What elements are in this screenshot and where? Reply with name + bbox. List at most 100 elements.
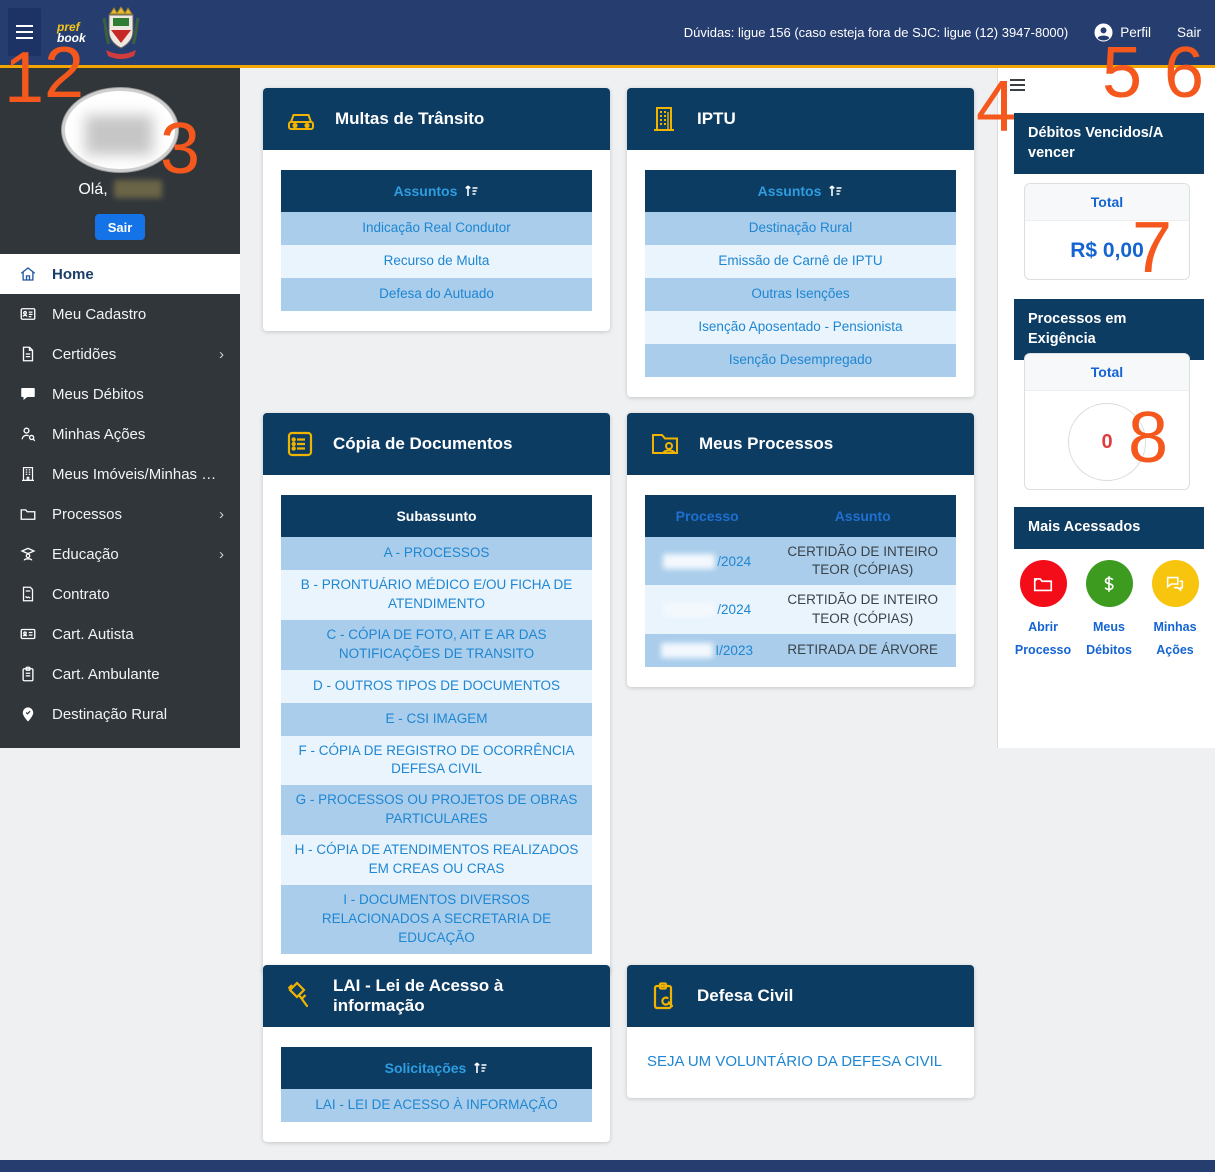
quick-label: Meus Débitos — [1086, 620, 1132, 657]
building-icon — [647, 102, 681, 136]
assunto-row[interactable]: Defesa do Autuado — [281, 278, 592, 311]
processo-number-link[interactable]: I/2023 — [645, 634, 769, 667]
processo-row: I/2023 RETIRADA DE ÁRVORE — [645, 633, 956, 667]
column-label: Subassunto — [396, 508, 477, 524]
chat-bubbles-icon — [1151, 560, 1199, 607]
processo-number-link[interactable]: /2024 — [645, 585, 769, 633]
card-icon — [18, 625, 38, 643]
card-body: Processo Assunto /2024 CERTIDÃO DE INTEI… — [627, 475, 974, 687]
avatar-blurred-photo — [85, 115, 153, 155]
subassunto-row[interactable]: I - DOCUMENTOS DIVERSOS RELACIONADOS A S… — [281, 884, 592, 954]
mais-acessados-header: Mais Acessados — [1014, 507, 1204, 549]
processo-row: /2024 CERTIDÃO DE INTEIRO TEOR (CÓPIAS) — [645, 585, 956, 634]
greeting-text: Olá, — [0, 180, 240, 199]
defesa-civil-volunteer-link[interactable]: SEJA UM VOLUNTÁRIO DA DEFESA CIVIL — [647, 1053, 943, 1070]
subassunto-row[interactable]: E - CSI IMAGEM — [281, 702, 592, 736]
sidebar-item-meu-cadastro[interactable]: Meu Cadastro — [0, 294, 240, 334]
column-header-assuntos[interactable]: Assuntos — [281, 170, 592, 212]
topbar-sair-button[interactable]: Sair — [1176, 25, 1201, 40]
person-search-icon — [18, 425, 38, 443]
card-meus-processos: Meus Processos Processo Assunto /2024 CE… — [627, 413, 974, 687]
debitos-header: Débitos Vencidos/A vencer — [1014, 113, 1204, 175]
card-body: Assuntos Destinação Rural Emissão de Car… — [627, 150, 974, 397]
sidebar-item-meus-imoveis[interactable]: Meus Imóveis/Minhas Empr... — [0, 454, 240, 494]
menu-toggle-button[interactable] — [8, 8, 41, 56]
assunto-row[interactable]: Isenção Desempregado — [645, 344, 956, 377]
sidebar-item-certidoes[interactable]: Certidões › — [0, 334, 240, 374]
processo-row: /2024 CERTIDÃO DE INTEIRO TEOR (CÓPIAS) — [645, 537, 956, 586]
chevron-right-icon: › — [219, 345, 224, 363]
processo-number-blurred — [661, 642, 714, 658]
card-header: Cópia de Documentos — [263, 413, 610, 475]
topbar: pref book Dúvidas: ligue 156 (caso estej… — [0, 0, 1215, 65]
sidebar-sair-button[interactable]: Sair — [95, 214, 145, 240]
perfil-label: Perfil — [1120, 25, 1151, 40]
exigencia-header: Processos em Exigência — [1014, 299, 1204, 361]
subassunto-row[interactable]: G - PROCESSOS OU PROJETOS DE OBRAS PARTI… — [281, 785, 592, 836]
solicitacao-row[interactable]: LAI - LEI DE ACESSO À INFORMAÇÃO — [281, 1089, 592, 1122]
footer-bar — [0, 1160, 1215, 1172]
sidebar-item-label: Home — [52, 265, 94, 283]
processo-number-blurred — [663, 602, 716, 618]
subassunto-row[interactable]: C - CÓPIA DE FOTO, AIT E AR DAS NOTIFICA… — [281, 619, 592, 670]
sidebar-item-label: Cart. Ambulante — [52, 665, 160, 683]
card-title: Cópia de Documentos — [333, 434, 513, 453]
quick-abrir-processo[interactable]: Abrir Processo — [1014, 560, 1072, 661]
sidebar-item-label: Meus Imóveis/Minhas Empr... — [52, 465, 224, 483]
subassunto-row[interactable]: B - PRONTUÁRIO MÉDICO E/OU FICHA DE ATEN… — [281, 570, 592, 620]
topbar-right-group: Dúvidas: ligue 156 (caso esteja fora de … — [684, 0, 1201, 65]
processo-assunto: CERTIDÃO DE INTEIRO TEOR (CÓPIAS) — [787, 592, 938, 626]
column-header-assuntos[interactable]: Assuntos — [645, 170, 956, 212]
panel-menu-icon[interactable] — [1010, 79, 1025, 91]
building-icon — [18, 465, 38, 483]
sidebar-item-label: Contrato — [52, 585, 110, 603]
quick-label: Minhas Ações — [1153, 620, 1197, 657]
folder-icon — [18, 505, 38, 523]
assunto-row[interactable]: Indicação Real Condutor — [281, 212, 592, 245]
sidebar-item-label: Educação — [52, 545, 119, 563]
sidebar-item-label: Certidões — [52, 345, 117, 363]
sidebar-item-destinacao-rural[interactable]: Destinação Rural — [0, 694, 240, 734]
sidebar-item-processos[interactable]: Processos › — [0, 494, 240, 534]
processo-number-link[interactable]: /2024 — [645, 537, 769, 585]
exigencia-total-card: Total 0 — [1024, 353, 1190, 490]
sidebar-item-minhas-acoes[interactable]: Minhas Ações — [0, 414, 240, 454]
subassunto-row[interactable]: F - CÓPIA DE REGISTRO DE OCORRÊNCIA DEFE… — [281, 735, 592, 786]
card-iptu: IPTU Assuntos Destinação Rural Emissão d… — [627, 88, 974, 397]
sidebar-item-label: Meu Cadastro — [52, 305, 147, 323]
sidebar-item-contrato[interactable]: Contrato — [0, 574, 240, 614]
quick-meus-debitos[interactable]: Meus Débitos — [1080, 560, 1138, 661]
perfil-button[interactable]: Perfil — [1094, 23, 1151, 42]
dollar-icon — [1085, 560, 1133, 607]
card-body: Subassunto A - PROCESSOS B - PRONTUÁRIO … — [263, 475, 610, 974]
assunto-row[interactable]: Outras Isenções — [645, 278, 956, 311]
column-header-assunto[interactable]: Assunto — [834, 508, 891, 524]
id-card-icon — [18, 305, 38, 323]
processo-year: /2024 — [717, 553, 752, 569]
help-phone-text: Dúvidas: ligue 156 (caso esteja fora de … — [683, 25, 1069, 40]
quick-label: Abrir Processo — [1014, 620, 1072, 657]
user-name-blurred — [113, 180, 162, 198]
subassunto-row[interactable]: D - OUTROS TIPOS DE DOCUMENTOS — [281, 669, 592, 703]
sidebar-item-cart-ambulante[interactable]: Cart. Ambulante — [0, 654, 240, 694]
card-header: IPTU — [627, 88, 974, 150]
sidebar-item-home[interactable]: Home — [0, 254, 240, 294]
sidebar-item-meus-debitos[interactable]: Meus Débitos — [0, 374, 240, 414]
city-coat-of-arms — [102, 6, 140, 59]
assunto-row[interactable]: Emissão de Carnê de IPTU — [645, 245, 956, 278]
sidebar-item-cart-autista[interactable]: Cart. Autista — [0, 614, 240, 654]
column-header-processo[interactable]: Processo — [675, 508, 739, 524]
subassunto-row[interactable]: H - CÓPIA DE ATENDIMENTOS REALIZADOS EM … — [281, 835, 592, 885]
gold-divider — [0, 65, 1215, 68]
card-copia-de-documentos: Cópia de Documentos Subassunto A - PROCE… — [263, 413, 610, 974]
debitos-total-value: R$ 0,00 — [1070, 239, 1144, 262]
assunto-row[interactable]: Destinação Rural — [645, 212, 956, 245]
quick-minhas-acoes[interactable]: Minhas Ações — [1146, 560, 1204, 661]
sidebar-item-educacao[interactable]: Educação › — [0, 534, 240, 574]
subassunto-row[interactable]: A - PROCESSOS — [281, 537, 592, 570]
assunto-row[interactable]: Isenção Aposentado - Pensionista — [645, 311, 956, 344]
card-body: Solicitações LAI - LEI DE ACESSO À INFOR… — [263, 1027, 610, 1142]
assunto-row[interactable]: Recurso de Multa — [281, 245, 592, 278]
column-header-solicitacoes[interactable]: Solicitações — [281, 1047, 592, 1089]
card-multas-de-transito: Multas de Trânsito Assuntos Indicação Re… — [263, 88, 610, 331]
